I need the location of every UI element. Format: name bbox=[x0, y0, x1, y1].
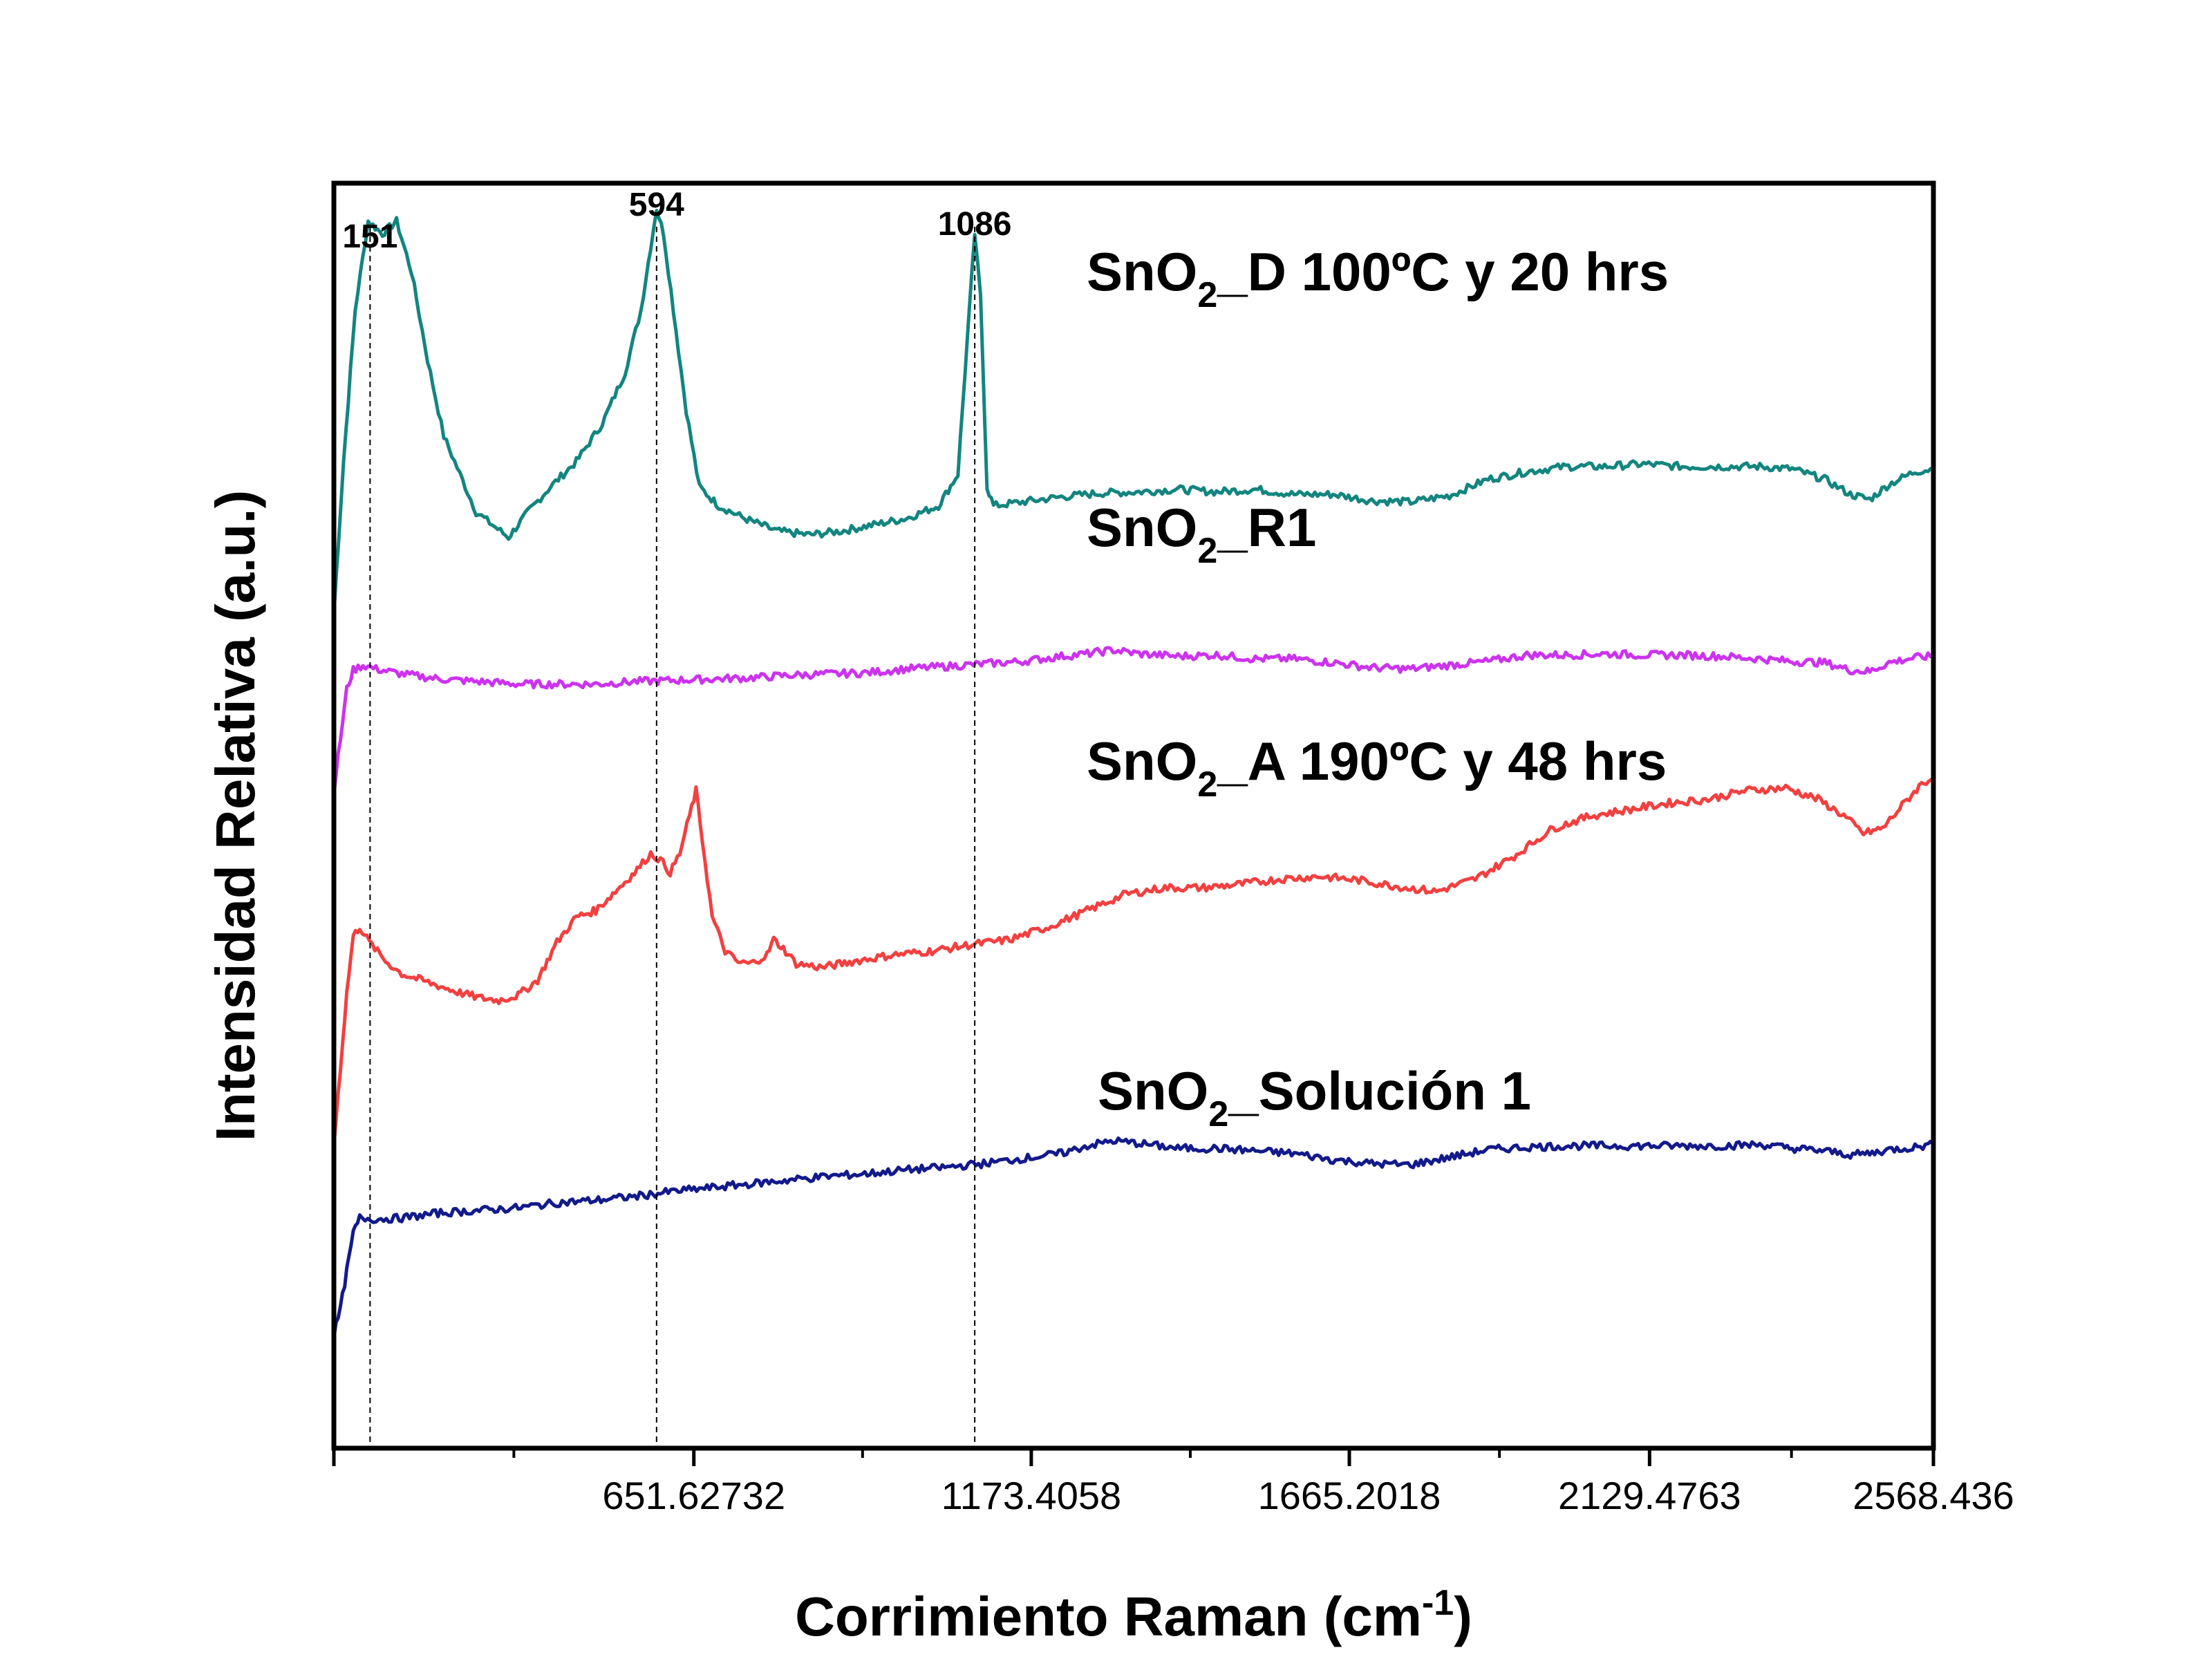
y-axis-title: Intensidad Relativa (a.u.) bbox=[205, 490, 266, 1141]
series-label-r1: SnO2_R1 bbox=[1087, 497, 1316, 571]
x-tick-label: 2129.4763 bbox=[1558, 1474, 1741, 1517]
series-line-d bbox=[332, 209, 1933, 614]
peak-label-594: 594 bbox=[629, 187, 684, 223]
x-tick-label: 2568.436 bbox=[1853, 1474, 2014, 1517]
x-axis-title: Corrimiento Raman (cm-1) bbox=[795, 1583, 1472, 1647]
series-label-a: SnO2_A 190ºC y 48 hrs bbox=[1087, 731, 1667, 805]
x-tick-label: 651.62732 bbox=[602, 1474, 785, 1517]
x-tick-label: 1173.4058 bbox=[941, 1474, 1122, 1517]
x-axis-ticks: 651.62732 1173.4058 1665.2018 2129.4763 2568… bbox=[332, 1448, 2014, 1517]
series-label-d: SnO2_D 100ºC y 20 hrs bbox=[1087, 241, 1669, 315]
series-traces bbox=[332, 209, 1935, 1338]
peak-label-151: 151 bbox=[342, 218, 397, 255]
plot-frame bbox=[331, 180, 1936, 1451]
peak-markers: 151 594 1086 bbox=[342, 187, 1012, 1448]
series-label-s1: SnO2_Solución 1 bbox=[1098, 1060, 1531, 1134]
series-line-a bbox=[332, 776, 1935, 1146]
series-line-r1 bbox=[332, 646, 1933, 795]
series-line-s1 bbox=[332, 1136, 1935, 1338]
peak-label-1086: 1086 bbox=[938, 206, 1012, 243]
series-labels: SnO2_D 100ºC y 20 hrs SnO2_R1 SnO2_A 190ºC… bbox=[1087, 241, 1669, 1134]
x-tick-label: 1665.2018 bbox=[1258, 1474, 1441, 1517]
